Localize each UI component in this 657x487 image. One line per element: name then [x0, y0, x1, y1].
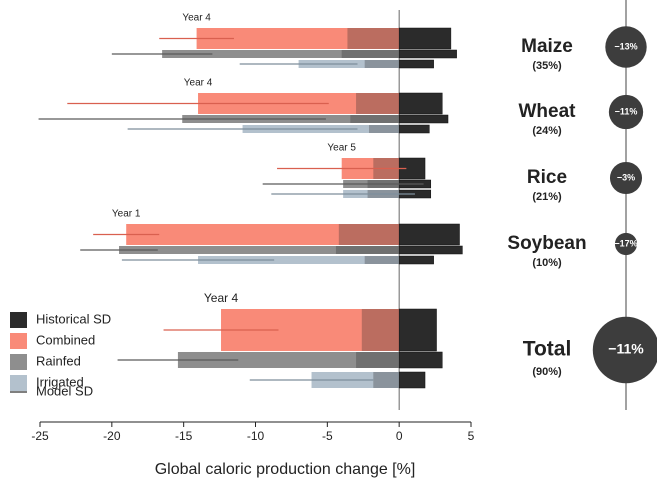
change-label: −3% [617, 172, 635, 182]
crop-name: Maize [521, 36, 573, 57]
share-circle [614, 232, 638, 256]
legend-swatch [10, 375, 27, 391]
share-label: (24%) [532, 125, 562, 137]
x-tick-label: -20 [103, 429, 121, 443]
legend-swatch [10, 354, 27, 370]
historical-sd-pos [398, 49, 457, 59]
historical-sd-neg [356, 352, 400, 368]
year-label: Year 4 [182, 13, 211, 24]
change-label: −11% [608, 341, 644, 357]
bar-combined [196, 28, 400, 49]
crop-name: Total [523, 338, 572, 361]
historical-sd-neg [341, 50, 400, 58]
share-label: (21%) [532, 191, 562, 203]
historical-sd-neg [364, 60, 400, 68]
historical-sd-pos [398, 59, 434, 69]
historical-sd-pos [398, 371, 426, 389]
x-tick-label: -10 [247, 429, 265, 443]
share-label: (35%) [532, 60, 562, 72]
historical-sd-neg [335, 246, 400, 254]
historical-sd-pos [398, 27, 452, 50]
legend-label: Model SD [36, 383, 93, 398]
legend-label: Historical SD [36, 311, 111, 326]
crop-name: Rice [527, 167, 567, 188]
historical-sd-pos [398, 223, 460, 246]
share-circle [608, 94, 644, 130]
year-label: Year 4 [204, 291, 239, 305]
bar-combined [126, 224, 400, 245]
crop-name: Soybean [507, 233, 586, 254]
share-circle [592, 316, 657, 384]
historical-sd-pos [398, 255, 434, 265]
x-tick-label: 0 [396, 429, 403, 443]
year-label: Year 1 [112, 209, 141, 220]
year-label: Year 4 [184, 78, 213, 89]
bar-irrigated [198, 256, 400, 264]
change-label: −13% [614, 41, 637, 51]
legend-swatch [10, 312, 27, 328]
historical-sd-neg [373, 372, 400, 388]
historical-sd-neg [338, 224, 400, 245]
x-tick-label: -25 [31, 429, 49, 443]
historical-sd-pos [398, 308, 437, 352]
year-label: Year 5 [327, 143, 356, 154]
x-tick-label: 5 [468, 429, 475, 443]
historical-sd-neg [347, 28, 400, 49]
legend-swatch [10, 333, 27, 349]
historical-sd-neg [364, 256, 400, 264]
x-axis-label: Global caloric production change [%] [155, 461, 416, 478]
share-label: (10%) [532, 257, 562, 269]
change-label: −17% [614, 238, 637, 248]
historical-sd-pos [398, 245, 463, 255]
historical-sd-pos [398, 114, 449, 124]
x-tick-label: -15 [175, 429, 193, 443]
change-label: −11% [615, 106, 638, 116]
historical-sd-neg [361, 309, 400, 351]
share-circle [605, 26, 647, 68]
crop-name: Wheat [519, 101, 577, 122]
historical-sd-pos [398, 124, 430, 134]
share-circle [609, 161, 643, 195]
historical-sd-pos [398, 92, 443, 115]
x-tick-label: -5 [322, 429, 333, 443]
historical-sd-neg [350, 115, 400, 123]
legend-label: Combined [36, 332, 95, 347]
historical-sd-neg [356, 93, 400, 114]
historical-sd-pos [398, 351, 443, 369]
bar-rainfed [119, 246, 400, 254]
bar-rainfed [177, 352, 400, 368]
legend-label: Irrigated [36, 374, 84, 389]
legend-label: Rainfed [36, 353, 81, 368]
bar-rainfed [162, 50, 400, 58]
share-label: (90%) [532, 366, 562, 378]
historical-sd-neg [368, 125, 400, 133]
